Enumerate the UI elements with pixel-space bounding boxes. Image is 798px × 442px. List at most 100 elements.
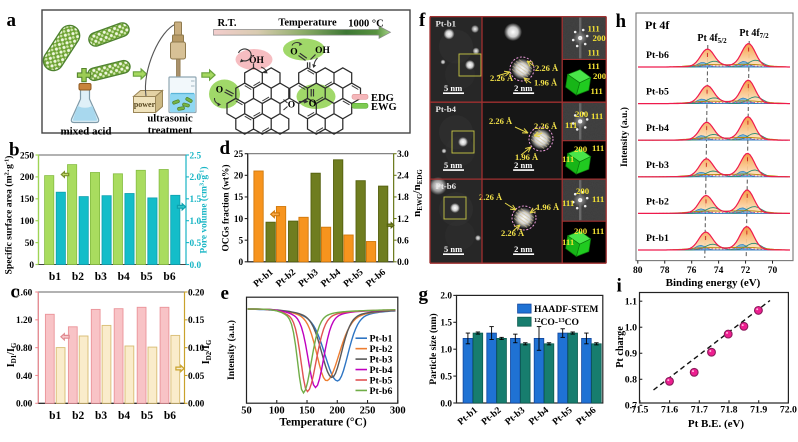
svg-text:b5: b5	[141, 271, 153, 283]
svg-text:2 nm: 2 nm	[514, 83, 532, 93]
svg-text:2.5: 2.5	[190, 151, 202, 161]
svg-text:power: power	[134, 100, 156, 109]
svg-text:2 nm: 2 nm	[514, 244, 532, 254]
svg-text:0.00: 0.00	[188, 400, 205, 410]
svg-text:2.4: 2.4	[397, 172, 409, 182]
svg-text:0.5: 0.5	[440, 372, 452, 382]
svg-text:20: 20	[234, 172, 244, 182]
svg-text:O: O	[309, 99, 317, 110]
svg-text:Pt-b2: Pt-b2	[646, 196, 669, 207]
svg-text:72: 72	[741, 266, 751, 276]
svg-text:80: 80	[633, 266, 643, 276]
svg-text:f: f	[419, 10, 426, 31]
svg-text:Pt-b6: Pt-b6	[436, 181, 457, 191]
svg-text:1.0: 1.0	[625, 323, 637, 334]
svg-text:300: 300	[390, 406, 406, 417]
svg-text:1.0: 1.0	[440, 346, 452, 356]
svg-text:0: 0	[239, 258, 244, 268]
svg-text:2.26 Å: 2.26 Å	[534, 121, 558, 131]
svg-text:1.1: 1.1	[625, 297, 637, 308]
svg-text:111: 111	[565, 120, 577, 130]
svg-text:0.15: 0.15	[188, 316, 205, 326]
svg-text:5: 5	[239, 236, 244, 246]
svg-text:111: 111	[588, 24, 600, 34]
svg-text:1.2: 1.2	[397, 215, 409, 225]
svg-text:1.5: 1.5	[440, 319, 452, 329]
svg-text:111: 111	[592, 143, 604, 153]
svg-text:250: 250	[20, 151, 34, 161]
svg-text:2.26 Å: 2.26 Å	[489, 116, 513, 126]
svg-text:0: 0	[29, 261, 34, 271]
svg-text:111: 111	[562, 237, 574, 247]
svg-text:74: 74	[714, 266, 724, 276]
svg-text:1.20: 1.20	[16, 316, 33, 326]
svg-text:111: 111	[588, 61, 600, 71]
svg-text:10: 10	[234, 215, 244, 225]
svg-text:200: 200	[593, 33, 607, 43]
svg-text:Pt-b1: Pt-b1	[646, 233, 669, 244]
svg-text:Pt-b5: Pt-b5	[646, 87, 669, 98]
svg-text:200: 200	[593, 71, 607, 81]
svg-text:0.6: 0.6	[397, 236, 409, 246]
svg-text:Pt-b2: Pt-b2	[370, 344, 393, 355]
svg-text:0.0: 0.0	[190, 261, 202, 271]
svg-text:b5: b5	[141, 410, 153, 422]
svg-text:72.0: 72.0	[780, 405, 797, 416]
svg-text:2.26 Å: 2.26 Å	[490, 73, 514, 83]
svg-text:200: 200	[576, 186, 590, 196]
svg-text:Intensity (a.u.): Intensity (a.u.)	[226, 320, 237, 380]
svg-text:0.9: 0.9	[625, 349, 637, 360]
svg-text:200: 200	[575, 109, 589, 119]
svg-text:2.26 Å: 2.26 Å	[535, 63, 559, 73]
svg-text:b3: b3	[95, 271, 107, 283]
svg-text:5 nm: 5 nm	[444, 83, 462, 93]
svg-text:0.0: 0.0	[397, 258, 409, 268]
svg-text:Pt-b3: Pt-b3	[370, 354, 393, 365]
svg-text:71.7: 71.7	[691, 405, 708, 416]
svg-text:Pt-b4: Pt-b4	[370, 365, 393, 376]
svg-text:5 nm: 5 nm	[444, 160, 462, 170]
svg-text:Pt B.E. (eV): Pt B.E. (eV)	[688, 418, 745, 430]
svg-text:Binding energy (eV): Binding energy (eV)	[666, 277, 761, 289]
svg-text:5 nm: 5 nm	[444, 244, 462, 254]
svg-text:2.0: 2.0	[440, 292, 452, 302]
svg-text:b1: b1	[49, 271, 61, 283]
svg-text:Particle size (nm): Particle size (nm)	[428, 313, 439, 384]
svg-text:b4: b4	[118, 271, 130, 283]
svg-text:OCGs fraction (wt%): OCGs fraction (wt%)	[221, 165, 232, 252]
svg-text:R.T.: R.T.	[217, 18, 236, 29]
svg-text:2.26 Å: 2.26 Å	[501, 228, 525, 238]
svg-text:EWG: EWG	[371, 102, 397, 113]
svg-text:1.8: 1.8	[397, 193, 409, 203]
svg-text:i: i	[617, 276, 622, 297]
svg-text:15: 15	[234, 193, 244, 203]
svg-text:Pt-b5: Pt-b5	[370, 375, 393, 386]
svg-text:HAADF-STEM: HAADF-STEM	[534, 304, 599, 315]
svg-text:a: a	[7, 10, 17, 31]
svg-text:25: 25	[234, 150, 244, 160]
svg-text:0.8: 0.8	[625, 375, 637, 386]
svg-text:78: 78	[660, 266, 670, 276]
svg-text:200: 200	[574, 226, 588, 236]
svg-text:Pt-b6: Pt-b6	[370, 386, 393, 397]
svg-text:1.96 Å: 1.96 Å	[534, 78, 558, 88]
svg-text:e: e	[221, 283, 229, 304]
svg-text:111: 111	[588, 48, 600, 58]
svg-text:d: d	[220, 138, 231, 159]
svg-text:150: 150	[20, 195, 34, 205]
svg-text:0.7: 0.7	[625, 401, 637, 412]
svg-text:b2: b2	[72, 410, 84, 422]
svg-text:111: 111	[592, 194, 604, 204]
svg-text:200: 200	[574, 144, 588, 154]
svg-text:b3: b3	[95, 410, 107, 422]
svg-text:100: 100	[269, 406, 285, 417]
svg-text:b6: b6	[163, 271, 175, 283]
svg-text:Intensity (a.u.): Intensity (a.u.)	[619, 107, 630, 167]
svg-text:O: O	[288, 101, 295, 111]
svg-text:h: h	[616, 11, 627, 32]
svg-text:b6: b6	[164, 410, 176, 422]
svg-text:2 nm: 2 nm	[514, 160, 532, 170]
svg-text:b2: b2	[72, 271, 84, 283]
svg-text:Pt-b4: Pt-b4	[646, 123, 669, 134]
svg-text:mixed acid: mixed acid	[60, 126, 111, 138]
